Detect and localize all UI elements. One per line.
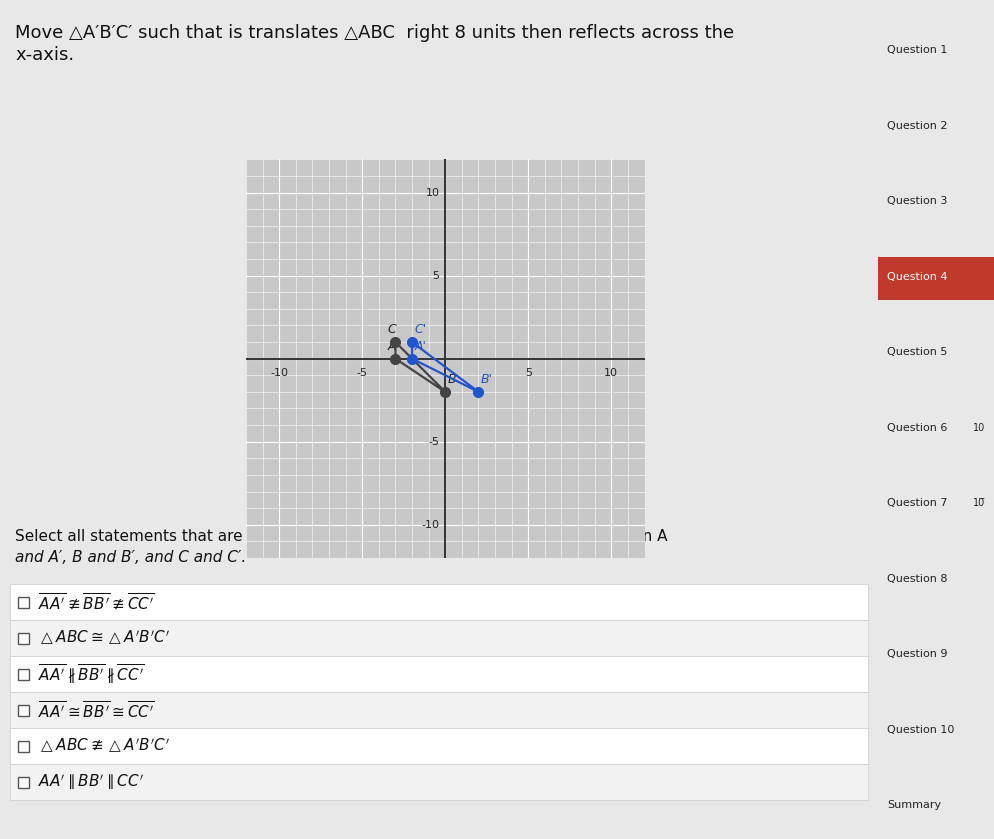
Bar: [18, 633, 29, 644]
Bar: [10, 764, 867, 800]
Bar: [18, 597, 29, 608]
Text: A': A': [414, 340, 426, 353]
Text: $\overline{AA'} \cong \overline{BB'} \cong \overline{CC'}$: $\overline{AA'} \cong \overline{BB'} \co…: [38, 700, 155, 721]
Text: 10̅: 10̅: [972, 498, 985, 508]
Bar: [18, 669, 29, 680]
Bar: [18, 741, 29, 752]
Text: -5: -5: [428, 436, 439, 446]
Bar: [10, 584, 867, 620]
Bar: [10, 728, 867, 764]
Text: $\triangle ABC \cong \triangle A'B'C'$: $\triangle ABC \cong \triangle A'B'C'$: [38, 629, 170, 647]
Text: Question 3: Question 3: [886, 196, 946, 206]
Text: and A′, B and B′, and C and C′.: and A′, B and B′, and C and C′.: [15, 550, 246, 565]
Bar: [18, 777, 29, 788]
Text: 5: 5: [524, 367, 531, 378]
Text: 5: 5: [432, 271, 439, 281]
Text: C: C: [387, 323, 396, 336]
Text: -10: -10: [421, 519, 439, 529]
Bar: [10, 692, 867, 728]
Text: Move △A′B′C′ such that is translates △ABC  right 8 units then reflects across th: Move △A′B′C′ such that is translates △AB…: [15, 24, 734, 42]
Text: 10: 10: [603, 367, 617, 378]
Text: Question 7: Question 7: [886, 498, 946, 508]
Text: Question 4: Question 4: [886, 272, 946, 282]
Text: B: B: [447, 373, 456, 386]
Text: $\overline{AA'} \ncong \overline{BB'} \ncong \overline{CC'}$: $\overline{AA'} \ncong \overline{BB'} \n…: [38, 591, 155, 612]
Bar: [10, 620, 867, 656]
Text: -5: -5: [357, 367, 368, 378]
Text: $AA' \parallel BB' \parallel CC'$: $AA' \parallel BB' \parallel CC'$: [38, 772, 144, 792]
Text: 10: 10: [425, 188, 439, 198]
Text: x-axis.: x-axis.: [15, 46, 74, 64]
Text: Question 1: Question 1: [886, 45, 946, 55]
Bar: [10, 656, 867, 692]
Text: -10: -10: [270, 367, 288, 378]
Text: Question 10: Question 10: [886, 725, 953, 735]
Text: Question 9: Question 9: [886, 649, 946, 659]
Text: $\triangle ABC \ncong \triangle A'B'C'$: $\triangle ABC \ncong \triangle A'B'C'$: [38, 737, 170, 755]
Bar: [877, 257, 994, 300]
Text: B': B': [480, 373, 492, 386]
Text: C': C': [414, 323, 426, 336]
Text: Select all statements that are true about the line segments that would be betwee: Select all statements that are true abou…: [15, 529, 667, 544]
Text: Question 8: Question 8: [886, 574, 946, 584]
Text: Question 5: Question 5: [886, 347, 946, 357]
Text: 10: 10: [972, 423, 985, 433]
Text: A: A: [388, 340, 396, 353]
Text: Question 2: Question 2: [886, 121, 946, 131]
Bar: [18, 705, 29, 716]
Text: $\overline{AA'} \nparallel \overline{BB'} \nparallel \overline{CC'}$: $\overline{AA'} \nparallel \overline{BB'…: [38, 662, 144, 685]
Text: Summary: Summary: [886, 800, 940, 810]
Text: Question 6: Question 6: [886, 423, 946, 433]
